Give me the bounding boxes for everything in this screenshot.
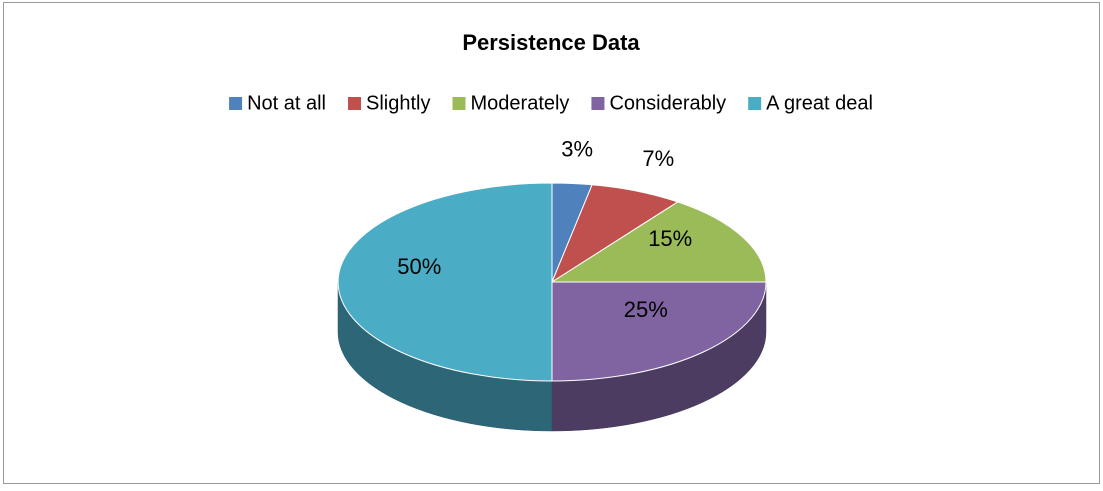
legend-label: Considerably [609,92,726,114]
legend-item: A great deal [748,92,873,114]
legend-swatch [452,97,466,110]
legend-swatch [348,97,362,110]
legend-item: Considerably [591,92,726,114]
value-label: 50% [397,254,441,279]
legend-label: Slightly [366,92,430,114]
value-label: 25% [624,297,668,322]
value-label: 15% [648,226,692,251]
value-label: 7% [642,146,674,171]
legend-label: A great deal [766,92,873,114]
slice [550,201,767,283]
pie-tops [337,182,767,382]
legend-label: Moderately [471,92,570,114]
value-labels: 3% 7% 15% 25% 50% [397,137,692,323]
legend-swatch [591,97,605,110]
legend: Not at all Slightly Moderately Considerably… [229,92,873,114]
legend-item: Moderately [452,92,570,114]
slice [551,281,767,382]
legend-item: Slightly [348,92,431,114]
value-label: 3% [561,137,593,162]
legend-label: Not at all [247,92,326,114]
legend-swatch [748,97,762,110]
slice [337,182,553,382]
legend-item: Not at all [229,92,326,114]
chart-title: Persistence Data [462,30,640,55]
legend-swatch [229,97,243,110]
